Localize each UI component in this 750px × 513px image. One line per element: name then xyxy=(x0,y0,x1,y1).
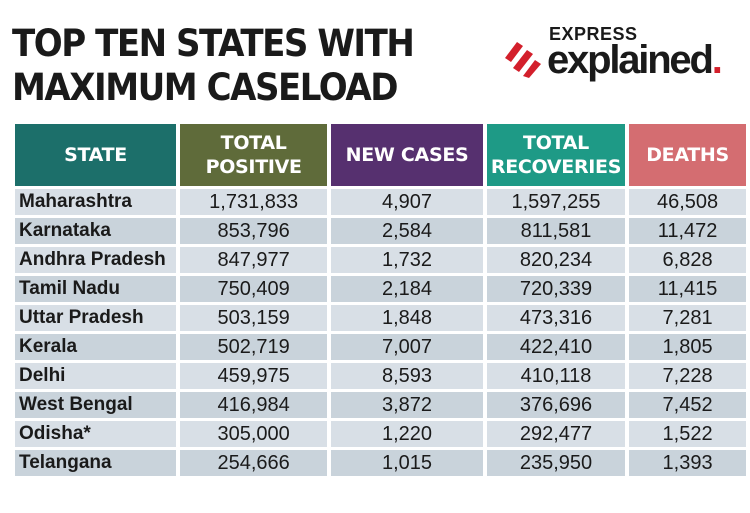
total-recoveries-cell: 422,410 xyxy=(486,334,626,360)
table-row: Andhra Pradesh 847,977 1,732 820,234 6,828 xyxy=(15,247,746,273)
header-total-positive: TOTAL POSITIVE xyxy=(180,124,328,186)
total-recoveries-cell: 292,477 xyxy=(486,421,626,447)
total-recoveries-cell: 376,696 xyxy=(486,392,626,418)
state-cell: Tamil Nadu xyxy=(15,276,177,302)
table-row: Delhi 459,975 8,593 410,118 7,228 xyxy=(15,363,746,389)
total-recoveries-cell: 235,950 xyxy=(486,450,626,476)
logo-dot: . xyxy=(711,38,723,82)
new-cases-cell: 4,907 xyxy=(331,189,483,215)
state-cell: West Bengal xyxy=(15,392,177,418)
total-positive-cell: 459,975 xyxy=(180,363,328,389)
header-new-cases: NEW CASES xyxy=(331,124,483,186)
total-positive-cell: 305,000 xyxy=(180,421,328,447)
header-total-recoveries: TOTAL RECOVERIES xyxy=(486,124,626,186)
state-cell: Uttar Pradesh xyxy=(15,305,177,331)
total-recoveries-cell: 410,118 xyxy=(486,363,626,389)
total-positive-cell: 750,409 xyxy=(180,276,328,302)
deaths-cell: 1,522 xyxy=(629,421,746,447)
express-explained-logo: EXPRESS explained. xyxy=(503,24,743,84)
state-cell: Andhra Pradesh xyxy=(15,247,177,273)
table-row: West Bengal 416,984 3,872 376,696 7,452 xyxy=(15,392,746,418)
table-row: Kerala 502,719 7,007 422,410 1,805 xyxy=(15,334,746,360)
total-recoveries-cell: 720,339 xyxy=(486,276,626,302)
total-positive-cell: 1,731,833 xyxy=(180,189,328,215)
table-row: Odisha* 305,000 1,220 292,477 1,522 xyxy=(15,421,746,447)
total-positive-cell: 847,977 xyxy=(180,247,328,273)
state-cell: Telangana xyxy=(15,450,177,476)
state-cell: Karnataka xyxy=(15,218,177,244)
new-cases-cell: 2,184 xyxy=(331,276,483,302)
new-cases-cell: 3,872 xyxy=(331,392,483,418)
header-deaths: DEATHS xyxy=(629,124,746,186)
deaths-cell: 1,393 xyxy=(629,450,746,476)
new-cases-cell: 7,007 xyxy=(331,334,483,360)
new-cases-cell: 8,593 xyxy=(331,363,483,389)
table-body: Maharashtra 1,731,833 4,907 1,597,255 46,508… xyxy=(15,189,746,476)
total-positive-cell: 254,666 xyxy=(180,450,328,476)
page-title: TOP TEN STATES WITH MAXIMUM CASELOAD xyxy=(12,22,415,110)
total-positive-cell: 416,984 xyxy=(180,392,328,418)
deaths-cell: 1,805 xyxy=(629,334,746,360)
header-state: STATE xyxy=(15,124,177,186)
table-row: Maharashtra 1,731,833 4,907 1,597,255 46,508 xyxy=(15,189,746,215)
state-cell: Kerala xyxy=(15,334,177,360)
total-positive-cell: 502,719 xyxy=(180,334,328,360)
express-logo-mark-icon xyxy=(505,42,541,78)
deaths-cell: 7,452 xyxy=(629,392,746,418)
new-cases-cell: 1,732 xyxy=(331,247,483,273)
total-recoveries-cell: 820,234 xyxy=(486,247,626,273)
table-row: Uttar Pradesh 503,159 1,848 473,316 7,281 xyxy=(15,305,746,331)
new-cases-cell: 1,015 xyxy=(331,450,483,476)
title-line-1: TOP TEN STATES WITH xyxy=(12,22,415,65)
deaths-cell: 11,415 xyxy=(629,276,746,302)
table-header-row: STATE TOTAL POSITIVE NEW CASES TOTAL REC… xyxy=(15,124,746,186)
table-row: Tamil Nadu 750,409 2,184 720,339 11,415 xyxy=(15,276,746,302)
deaths-cell: 6,828 xyxy=(629,247,746,273)
table-row: Karnataka 853,796 2,584 811,581 11,472 xyxy=(15,218,746,244)
deaths-cell: 7,228 xyxy=(629,363,746,389)
total-recoveries-cell: 811,581 xyxy=(486,218,626,244)
table-row: Telangana 254,666 1,015 235,950 1,393 xyxy=(15,450,746,476)
new-cases-cell: 1,220 xyxy=(331,421,483,447)
new-cases-cell: 1,848 xyxy=(331,305,483,331)
total-positive-cell: 853,796 xyxy=(180,218,328,244)
total-positive-cell: 503,159 xyxy=(180,305,328,331)
state-cell: Maharashtra xyxy=(15,189,177,215)
title-line-2: MAXIMUM CASELOAD xyxy=(12,66,398,109)
caseload-table: STATE TOTAL POSITIVE NEW CASES TOTAL REC… xyxy=(11,121,750,479)
deaths-cell: 46,508 xyxy=(629,189,746,215)
new-cases-cell: 2,584 xyxy=(331,218,483,244)
logo-explained-text: explained. xyxy=(547,38,723,82)
logo-explained-word: explained xyxy=(547,38,714,82)
state-cell: Odisha* xyxy=(15,421,177,447)
deaths-cell: 11,472 xyxy=(629,218,746,244)
deaths-cell: 7,281 xyxy=(629,305,746,331)
total-recoveries-cell: 1,597,255 xyxy=(486,189,626,215)
state-cell: Delhi xyxy=(15,363,177,389)
total-recoveries-cell: 473,316 xyxy=(486,305,626,331)
logo-express-text: EXPRESS xyxy=(549,24,638,44)
